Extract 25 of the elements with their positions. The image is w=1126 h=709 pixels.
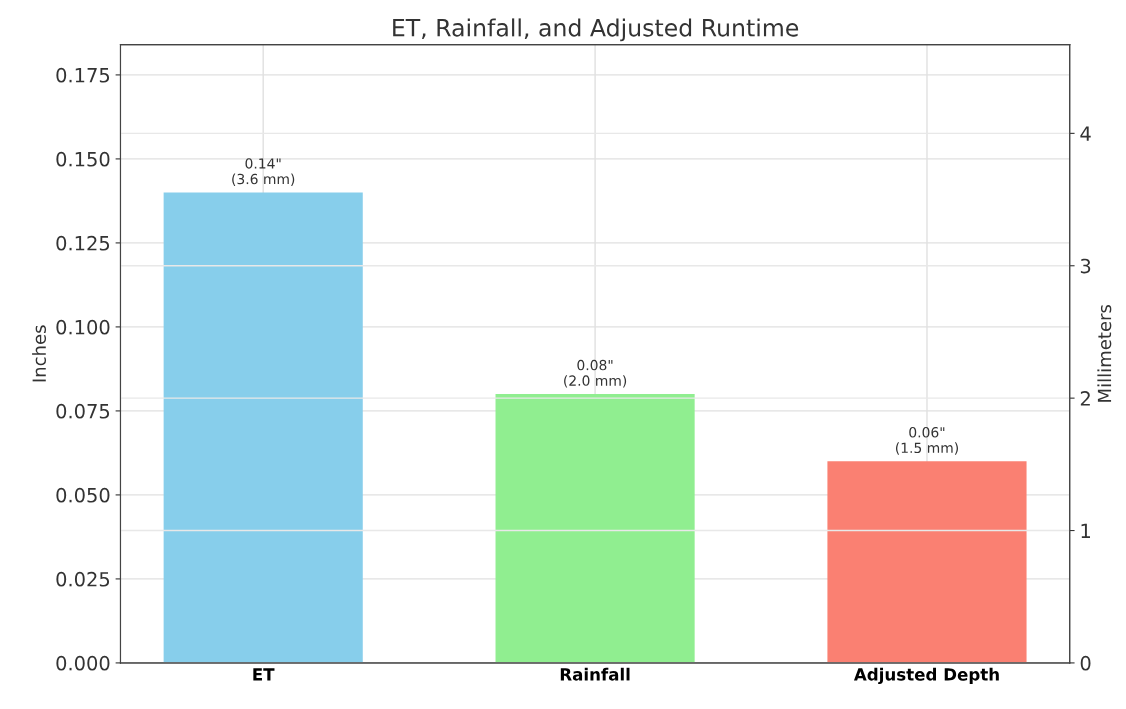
data-label: 0.06" (1.5 mm) (895, 427, 958, 455)
y-axis-title: Inches (32, 325, 47, 382)
y-tick-label: 0.125 (56, 235, 110, 251)
x-tick-label: ET (253, 668, 275, 681)
y2-axis-title: Millimeters (1097, 304, 1112, 402)
data-label: 0.14" (3.6 mm) (232, 158, 295, 186)
y-tick-label: 0.025 (56, 571, 110, 587)
data-label: 0.08" (2.0 mm) (564, 359, 627, 388)
y2-tick-label: 0 (1080, 655, 1091, 671)
y-tick-label: 0.175 (56, 67, 110, 83)
y-tick-label: 0.150 (56, 151, 110, 167)
y2-tick-label: 1 (1081, 523, 1090, 538)
y2-tick-label: 4 (1080, 126, 1091, 141)
y-tick-label: 0.050 (56, 487, 110, 503)
bar (495, 394, 695, 663)
y2-tick-label: 2 (1080, 391, 1090, 406)
x-tick-label: Rainfall (560, 667, 630, 681)
x-tick-label: Adjusted Depth (853, 667, 999, 685)
y-tick-label: 0.100 (56, 319, 110, 335)
bar (163, 192, 363, 663)
y-tick-label: 0.000 (56, 655, 110, 671)
bar (827, 461, 1027, 663)
y2-tick-label: 3 (1080, 258, 1091, 274)
chart-title: ET, Rainfall, and Adjusted Runtime (393, 18, 799, 42)
y-tick-label: 0.075 (56, 403, 110, 419)
